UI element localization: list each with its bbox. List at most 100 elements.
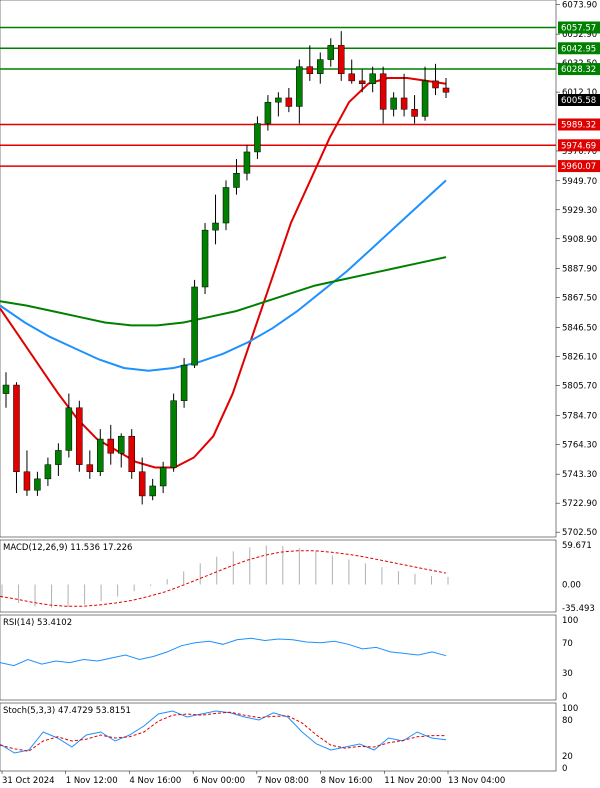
current-price-tag: 6005.58	[558, 94, 600, 106]
candle	[222, 180, 230, 231]
candle-body	[296, 66, 303, 107]
level-tag	[558, 118, 600, 131]
candle	[306, 45, 314, 81]
candle-body	[337, 45, 345, 75]
candle	[170, 393, 177, 472]
candle	[97, 429, 104, 477]
price-axis: 6073.906052.906032.506012.105970.705949.…	[556, 0, 597, 538]
candle-body	[149, 485, 156, 497]
candle-body	[264, 101, 272, 124]
macd-panel	[0, 539, 557, 613]
candle	[13, 382, 20, 494]
candle-body	[411, 109, 418, 117]
candle	[432, 63, 439, 96]
candle	[107, 424, 115, 465]
candle-body	[400, 97, 408, 110]
candle-body	[23, 471, 31, 491]
candle	[128, 429, 135, 479]
candle	[191, 279, 198, 368]
price-tick-label: 5722.90	[562, 499, 597, 509]
candle-body	[138, 471, 146, 497]
stoch-axis: 100 80 20 0	[562, 704, 578, 774]
macd-axis: 59.671 0.00 -35.493	[562, 541, 595, 614]
price-tick-label: 5970.70	[562, 147, 597, 157]
candle-body	[34, 478, 41, 491]
candle-body	[348, 73, 355, 82]
level-tag	[558, 21, 600, 34]
time-tick-label: 8 Nov 16:00	[321, 776, 373, 786]
candle-body	[128, 435, 135, 473]
rsi-tick-label: 70	[562, 639, 573, 649]
candle	[159, 461, 167, 494]
stoch-tick-label: 20	[562, 752, 573, 762]
candle-body	[432, 80, 439, 89]
candle-body	[327, 45, 335, 60]
candle	[201, 223, 209, 295]
macd-tick-label: 59.671	[562, 541, 592, 551]
level-tag-label: 6028.32	[561, 65, 596, 75]
level-tag	[558, 63, 600, 76]
candle	[2, 372, 10, 408]
candle	[212, 194, 219, 245]
candle-body	[275, 97, 282, 103]
candle-body	[421, 80, 429, 117]
candle	[369, 66, 376, 93]
candle	[44, 457, 52, 486]
level-tag	[558, 160, 600, 173]
rsi-panel	[0, 614, 557, 701]
price-panel	[0, 0, 557, 538]
price-tick-label: 5743.30	[562, 470, 597, 480]
candle-body	[285, 97, 293, 107]
candle-body	[233, 173, 240, 188]
price-tick-label: 6052.90	[562, 30, 597, 40]
price-tick-label: 6073.90	[562, 0, 597, 10]
level-tags: 6057.57 6042.95 6028.32 5989.32 5974.69 5960.…	[558, 21, 600, 173]
candle	[138, 457, 146, 505]
rsi-tick-label: 30	[562, 669, 573, 679]
candle-body	[107, 438, 115, 454]
price-tick-label: 5764.30	[562, 440, 597, 450]
candle-body	[44, 464, 52, 480]
candle	[76, 400, 83, 472]
candle	[180, 358, 188, 408]
price-tick-label: 5949.70	[562, 177, 597, 187]
candle	[55, 443, 62, 477]
macd-histogram	[1, 545, 449, 608]
candle	[149, 478, 156, 501]
candle-body	[97, 438, 104, 473]
candle-body	[358, 80, 366, 84]
stoch-tick-label: 100	[562, 704, 578, 714]
level-tag-label: 6042.95	[561, 44, 596, 54]
rsi-line	[0, 637, 447, 667]
candle	[411, 95, 418, 124]
candle	[379, 66, 387, 124]
candle-body	[117, 435, 125, 454]
level-tag-label: 5974.69	[561, 141, 596, 151]
rsi-tick-label: 0	[562, 692, 567, 702]
candle	[285, 87, 293, 113]
time-tick-label: 7 Nov 08:00	[257, 776, 309, 786]
candle-body	[317, 59, 324, 75]
candle	[254, 116, 261, 160]
candle-body	[65, 407, 73, 451]
candle	[117, 433, 125, 468]
candle	[275, 92, 282, 117]
macd-label: MACD(12,26,9) 11.536 17.226	[3, 543, 132, 553]
time-tick-label: 4 Nov 16:00	[129, 776, 181, 786]
candle-body	[180, 364, 188, 401]
candle	[400, 73, 408, 117]
ma-line	[0, 179, 447, 372]
candle-body	[212, 222, 219, 231]
candle	[348, 59, 355, 84]
price-tick-label: 5867.50	[562, 294, 597, 304]
price-tick-label: 5846.50	[562, 323, 597, 333]
candle-body	[55, 450, 62, 465]
time-tick-label: 31 Oct 2024	[2, 776, 55, 786]
candle	[86, 450, 94, 479]
candle	[421, 66, 429, 121]
price-tick-label: 5908.90	[562, 235, 597, 245]
stoch-tick-label: 0	[562, 764, 567, 774]
stoch-label: Stoch(5,3,3) 47.4729 53.8151	[3, 706, 131, 716]
candle	[317, 52, 324, 84]
candle	[442, 78, 450, 98]
